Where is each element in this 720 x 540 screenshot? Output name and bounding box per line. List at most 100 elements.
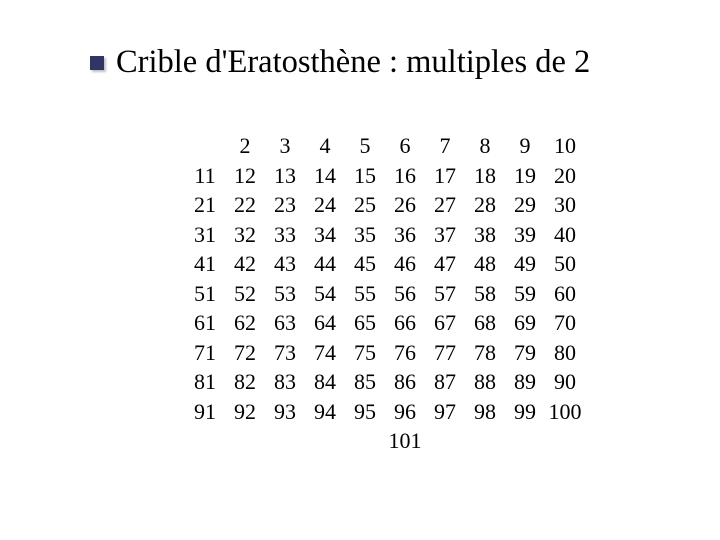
number-cell: 18 xyxy=(465,161,505,191)
slide-title: Crible d'Eratosthène : multiples de 2 xyxy=(116,44,590,81)
number-cell: 22 xyxy=(225,190,265,220)
number-cell: 56 xyxy=(385,279,425,309)
number-grid: 2345678910111213141516171819202122232425… xyxy=(185,131,585,426)
number-cell: 53 xyxy=(265,279,305,309)
number-cell: 89 xyxy=(505,367,545,397)
number-cell: 32 xyxy=(225,220,265,250)
number-cell: 40 xyxy=(545,220,585,250)
number-cell: 6 xyxy=(385,131,425,161)
number-cell: 79 xyxy=(505,338,545,368)
number-cell: 57 xyxy=(425,279,465,309)
number-cell: 88 xyxy=(465,367,505,397)
number-cell: 36 xyxy=(385,220,425,250)
number-cell: 26 xyxy=(385,190,425,220)
number-cell: 34 xyxy=(305,220,345,250)
number-cell: 51 xyxy=(185,279,225,309)
number-cell: 24 xyxy=(305,190,345,220)
number-cell: 80 xyxy=(545,338,585,368)
number-cell: 27 xyxy=(425,190,465,220)
number-cell: 72 xyxy=(225,338,265,368)
number-cell: 2 xyxy=(225,131,265,161)
number-cell: 84 xyxy=(305,367,345,397)
number-cell: 21 xyxy=(185,190,225,220)
number-cell: 42 xyxy=(225,249,265,279)
number-cell: 9 xyxy=(505,131,545,161)
number-cell: 5 xyxy=(345,131,385,161)
grid-wrap: 2345678910111213141516171819202122232425… xyxy=(90,131,680,426)
number-cell: 67 xyxy=(425,308,465,338)
number-cell: 81 xyxy=(185,367,225,397)
number-cell: 41 xyxy=(185,249,225,279)
number-cell: 44 xyxy=(305,249,345,279)
number-cell: 90 xyxy=(545,367,585,397)
number-cell: 48 xyxy=(465,249,505,279)
number-cell: 49 xyxy=(505,249,545,279)
number-cell: 66 xyxy=(385,308,425,338)
number-cell: 100 xyxy=(545,397,585,427)
number-cell: 3 xyxy=(265,131,305,161)
number-cell: 54 xyxy=(305,279,345,309)
number-cell: 28 xyxy=(465,190,505,220)
number-cell: 75 xyxy=(345,338,385,368)
number-cell: 58 xyxy=(465,279,505,309)
number-cell: 63 xyxy=(265,308,305,338)
number-cell: 17 xyxy=(425,161,465,191)
slide: Crible d'Eratosthène : multiples de 2 23… xyxy=(0,0,720,540)
number-cell: 76 xyxy=(385,338,425,368)
number-cell: 33 xyxy=(265,220,305,250)
number-cell: 12 xyxy=(225,161,265,191)
number-cell: 47 xyxy=(425,249,465,279)
number-cell: 73 xyxy=(265,338,305,368)
number-cell: 64 xyxy=(305,308,345,338)
number-cell: 71 xyxy=(185,338,225,368)
number-cell: 8 xyxy=(465,131,505,161)
number-cell: 59 xyxy=(505,279,545,309)
title-row: Crible d'Eratosthène : multiples de 2 xyxy=(90,44,680,81)
number-cell: 96 xyxy=(385,397,425,427)
number-cell: 60 xyxy=(545,279,585,309)
number-cell: 82 xyxy=(225,367,265,397)
number-cell: 29 xyxy=(505,190,545,220)
number-cell: 46 xyxy=(385,249,425,279)
number-cell: 11 xyxy=(185,161,225,191)
number-cell: 52 xyxy=(225,279,265,309)
number-cell: 83 xyxy=(265,367,305,397)
number-cell: 15 xyxy=(345,161,385,191)
number-cell: 62 xyxy=(225,308,265,338)
number-cell: 74 xyxy=(305,338,345,368)
number-cell: 39 xyxy=(505,220,545,250)
number-cell: 10 xyxy=(545,131,585,161)
number-cell: 35 xyxy=(345,220,385,250)
number-cell: 38 xyxy=(465,220,505,250)
number-cell: 14 xyxy=(305,161,345,191)
number-cell: 23 xyxy=(265,190,305,220)
number-cell: 61 xyxy=(185,308,225,338)
number-cell: 87 xyxy=(425,367,465,397)
number-cell: 30 xyxy=(545,190,585,220)
number-cell: 13 xyxy=(265,161,305,191)
bullet-square-icon xyxy=(90,56,104,70)
number-cell: 43 xyxy=(265,249,305,279)
number-cell: 69 xyxy=(505,308,545,338)
number-cell: 50 xyxy=(545,249,585,279)
number-cell: 7 xyxy=(425,131,465,161)
number-cell: 97 xyxy=(425,397,465,427)
number-cell: 4 xyxy=(305,131,345,161)
number-cell: 37 xyxy=(425,220,465,250)
number-cell: 65 xyxy=(345,308,385,338)
number-cell: 70 xyxy=(545,308,585,338)
number-cell: 91 xyxy=(185,397,225,427)
footer-row: 101 xyxy=(90,426,680,455)
number-cell: 99 xyxy=(505,397,545,427)
number-cell: 68 xyxy=(465,308,505,338)
footer-number: 101 xyxy=(365,426,445,455)
number-cell: 31 xyxy=(185,220,225,250)
number-cell: 95 xyxy=(345,397,385,427)
number-cell: 92 xyxy=(225,397,265,427)
number-cell: 19 xyxy=(505,161,545,191)
number-cell: 25 xyxy=(345,190,385,220)
number-cell: 16 xyxy=(385,161,425,191)
number-cell: 45 xyxy=(345,249,385,279)
number-cell: 86 xyxy=(385,367,425,397)
number-cell: 94 xyxy=(305,397,345,427)
